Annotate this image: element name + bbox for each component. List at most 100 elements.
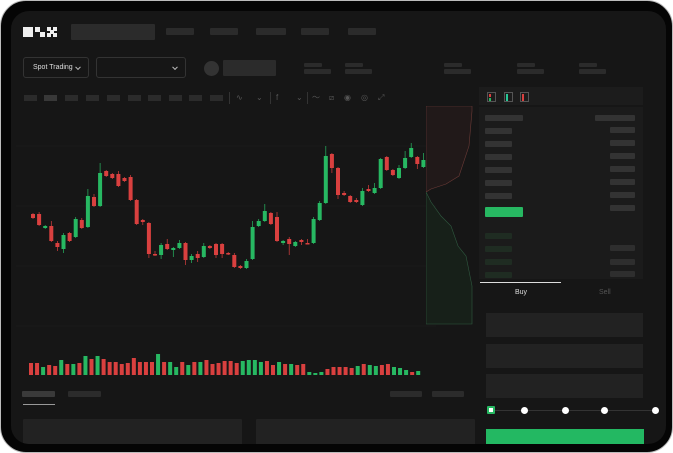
orderbook-row-cell xyxy=(485,154,512,160)
candle-body xyxy=(122,178,127,181)
volume-bar xyxy=(150,362,154,375)
volume-bar xyxy=(361,364,366,375)
timeframe-button[interactable] xyxy=(86,95,99,101)
total-input[interactable] xyxy=(486,374,643,398)
volume-bar xyxy=(337,367,342,375)
candle-body xyxy=(311,219,316,243)
slider-step[interactable] xyxy=(521,407,528,414)
chevron-down-icon[interactable]: ⌄ xyxy=(256,93,263,102)
timeframe-button[interactable] xyxy=(189,95,202,101)
orderbook-row-cell xyxy=(485,180,512,186)
nav-item[interactable] xyxy=(210,28,238,35)
timeframe-button[interactable] xyxy=(148,95,161,101)
candle-body xyxy=(104,171,109,176)
candle-body xyxy=(177,243,182,248)
buy-submit-button[interactable] xyxy=(486,429,644,444)
market-type-label: Spot Trading xyxy=(33,64,73,71)
volume-bar xyxy=(331,367,336,375)
slider-step[interactable] xyxy=(652,407,659,414)
volume-bar xyxy=(367,365,372,375)
tab-sell[interactable]: Sell xyxy=(599,289,611,296)
volume-bar xyxy=(283,364,288,375)
volume-bar xyxy=(77,363,82,375)
stat-label xyxy=(444,63,462,67)
timeframe-button[interactable] xyxy=(107,95,120,101)
orderbook-row-cell xyxy=(610,259,635,265)
indicator-icon[interactable]: ∿ xyxy=(236,93,243,102)
nav-item[interactable] xyxy=(166,28,194,35)
pair-dropdown[interactable] xyxy=(96,57,186,78)
price-input[interactable] xyxy=(486,313,643,337)
okx-logo[interactable] xyxy=(23,27,57,37)
slider-step[interactable] xyxy=(562,407,569,414)
market-type-dropdown[interactable]: Spot Trading xyxy=(23,57,89,78)
volume-bar xyxy=(174,367,179,375)
volume-bar xyxy=(204,360,209,375)
volume-bar xyxy=(107,362,112,375)
settings-icon[interactable]: ◎ xyxy=(361,93,368,102)
orders-tab-underline xyxy=(23,404,55,405)
candle-body xyxy=(140,220,145,222)
tab-buy[interactable]: Buy xyxy=(515,289,528,296)
candle-body xyxy=(397,168,401,178)
orderbook-row-cell xyxy=(485,193,512,199)
candle-body xyxy=(293,242,298,246)
divider xyxy=(270,92,271,104)
candle-body xyxy=(116,174,121,186)
candle-body xyxy=(409,148,414,157)
orders-tab[interactable] xyxy=(22,391,55,397)
volume-bar xyxy=(264,361,269,375)
nav-item[interactable] xyxy=(348,28,376,35)
candle-body xyxy=(31,214,35,218)
timeframe-button[interactable] xyxy=(128,95,141,101)
candle-body xyxy=(390,170,395,175)
timeframe-button[interactable] xyxy=(210,95,223,101)
leverage-slider-handle[interactable] xyxy=(487,406,495,414)
volume-bar xyxy=(240,361,245,375)
ruler-icon[interactable]: ⧄ xyxy=(329,93,335,102)
slider-step[interactable] xyxy=(601,407,608,414)
orderbook-row-cell xyxy=(485,141,512,147)
timeframe-button[interactable] xyxy=(24,95,37,101)
tab-underline xyxy=(480,282,561,283)
camera-icon[interactable]: ◉ xyxy=(344,93,351,102)
volume-bar xyxy=(47,365,52,375)
stat-value xyxy=(444,69,471,74)
bid-depth-area xyxy=(426,191,473,325)
volume-bar xyxy=(325,369,330,375)
nav-item[interactable] xyxy=(301,28,329,35)
chevron-down-icon[interactable]: ⌄ xyxy=(296,93,303,102)
history-tab[interactable] xyxy=(68,391,101,397)
orderbook xyxy=(479,107,643,279)
filter-button[interactable] xyxy=(390,391,422,397)
candle-body xyxy=(360,191,365,205)
orderbook-row-cell xyxy=(610,192,635,198)
candle-body xyxy=(250,227,255,259)
leverage-slider-track[interactable] xyxy=(491,410,657,411)
candle-body xyxy=(323,156,328,203)
volume-bar xyxy=(95,356,100,375)
orderbook-row-cell xyxy=(485,167,512,173)
orderbook-asks-icon[interactable] xyxy=(520,92,529,102)
candle-body xyxy=(146,223,151,254)
depth-chart xyxy=(426,106,473,325)
candle-body xyxy=(67,233,72,241)
filter-button[interactable] xyxy=(432,391,464,397)
orderbook-bids-icon[interactable] xyxy=(504,92,513,102)
nav-item[interactable] xyxy=(256,28,286,35)
timeframe-button[interactable] xyxy=(44,95,57,101)
candle-body xyxy=(421,160,426,167)
search-bar[interactable] xyxy=(71,24,155,40)
orderbook-both-icon[interactable] xyxy=(487,92,496,102)
volume-bar xyxy=(252,360,257,375)
drawing-line-icon[interactable]: 〜 xyxy=(312,93,320,102)
indicator-icon[interactable]: f xyxy=(276,93,279,102)
timeframe-button[interactable] xyxy=(169,95,182,101)
fullscreen-icon[interactable]: ⤢ xyxy=(378,93,385,102)
amount-input[interactable] xyxy=(486,344,643,368)
timeframe-button[interactable] xyxy=(65,95,78,101)
volume-bar xyxy=(216,363,221,375)
candlestick-chart[interactable] xyxy=(16,106,436,376)
candle-body xyxy=(378,159,383,188)
